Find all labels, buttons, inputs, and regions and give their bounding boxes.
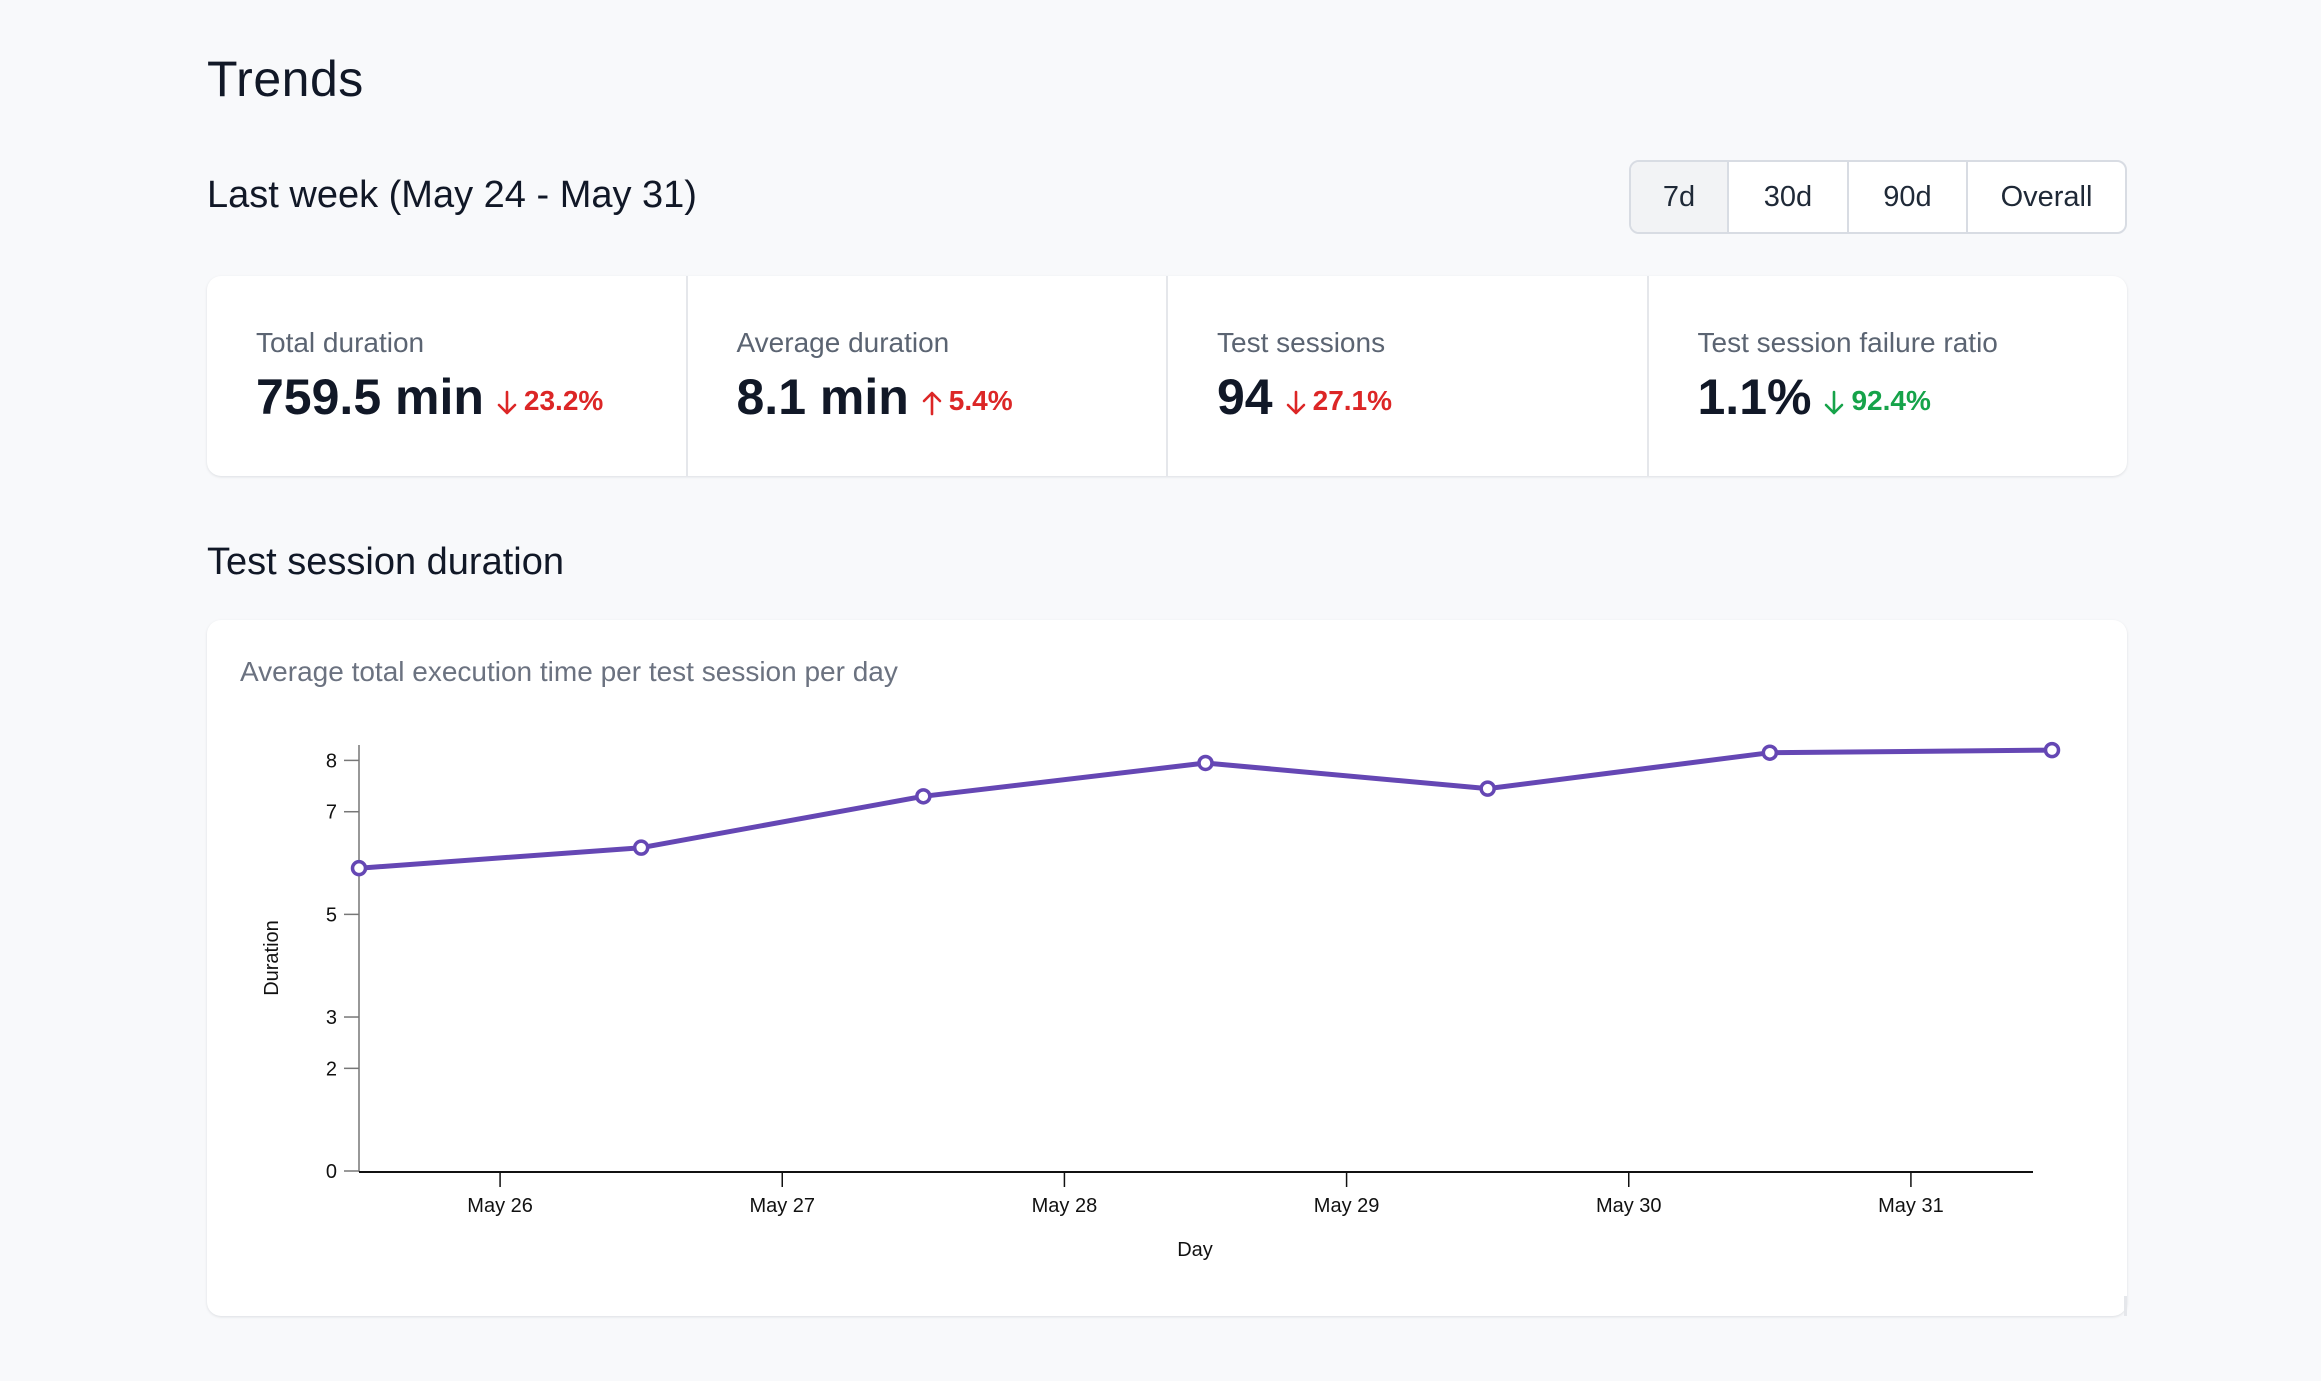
stat-change-value: 92.4% [1851, 385, 1931, 416]
duration-line-chart: 0 2 3 5 7 8 May 26 May 27 May 28 May 29 May 30 May … [261, 741, 2061, 1261]
y-tick-label: 5 [326, 904, 337, 926]
arrow-down-icon [497, 390, 517, 415]
stat-label: Test session failure ratio [1697, 327, 1998, 358]
chart-subtitle: Average total execution time per test se… [240, 656, 898, 687]
stat-change-value: 27.1% [1312, 385, 1393, 416]
stat-value: 94 [1217, 369, 1273, 425]
x-tick-label: May 30 [1596, 1195, 1662, 1217]
arrow-down-icon [1825, 390, 1844, 415]
y-tick-label: 2 [326, 1058, 337, 1080]
section-title: Test session duration [207, 541, 564, 583]
range-overall-button[interactable]: Overall [2000, 180, 2093, 213]
card-divider [2124, 1296, 2127, 1316]
stat-label: Average duration [736, 327, 950, 358]
data-point [350, 859, 368, 877]
data-point [1761, 744, 1779, 761]
y-axis-label: Duration [261, 920, 283, 996]
range-7d-button[interactable]: 7d [1631, 162, 1729, 232]
data-point [1479, 780, 1496, 797]
stat-failure-ratio: Test session failure ratio 1.1% 92.4% [1649, 276, 2128, 476]
arrow-up-icon [922, 391, 942, 416]
data-point [1197, 754, 1214, 772]
stat-average-duration: Average duration 8.1 min 5.4% [688, 276, 1168, 476]
stat-change: 23.2% [496, 385, 603, 417]
page-title: Trends [207, 51, 364, 107]
period-title: Last week (May 24 - May 31) [207, 174, 697, 216]
y-tick-label: 3 [326, 1007, 337, 1029]
y-tick-label: 0 [326, 1161, 337, 1183]
y-tick-label: 7 [326, 802, 337, 824]
data-point [632, 839, 650, 856]
stat-change: 5.4% [921, 385, 1013, 417]
x-tick-label: May 29 [1314, 1195, 1380, 1217]
stat-value: 8.1 min [736, 369, 909, 425]
data-point [2043, 741, 2061, 759]
stat-value: 1.1% [1697, 369, 1812, 425]
range-90d-button[interactable]: 90d [1849, 162, 1968, 232]
y-tick-label: 8 [326, 750, 337, 772]
stat-change-value: 23.2% [523, 385, 604, 416]
stat-total-duration: Total duration 759.5 min 23.2% [207, 276, 688, 476]
stat-value: 759.5 min [256, 369, 484, 425]
range-selector: 7d 30d 90d Overall [1629, 160, 2127, 234]
stat-label: Total duration [256, 327, 425, 358]
x-axis-label: Day [1177, 1239, 1213, 1261]
x-tick-label: May 31 [1878, 1195, 1944, 1217]
x-tick-label: May 26 [467, 1195, 533, 1217]
stat-change: 27.1% [1285, 385, 1392, 417]
x-tick-label: May 28 [1032, 1195, 1098, 1217]
stat-test-sessions: Test sessions 94 27.1% [1168, 276, 1649, 476]
range-30d-button[interactable]: 30d [1729, 162, 1849, 232]
x-tick-label: May 27 [749, 1195, 815, 1217]
data-point [915, 788, 932, 805]
stat-change-value: 5.4% [948, 385, 1013, 416]
arrow-down-icon [1286, 390, 1305, 415]
chart-card: Average total execution time per test se… [207, 620, 2127, 1316]
stat-label: Test sessions [1217, 327, 1386, 358]
stats-card: Total duration 759.5 min 23.2% Average d… [207, 276, 2127, 476]
stat-change: 92.4% [1823, 385, 1931, 417]
